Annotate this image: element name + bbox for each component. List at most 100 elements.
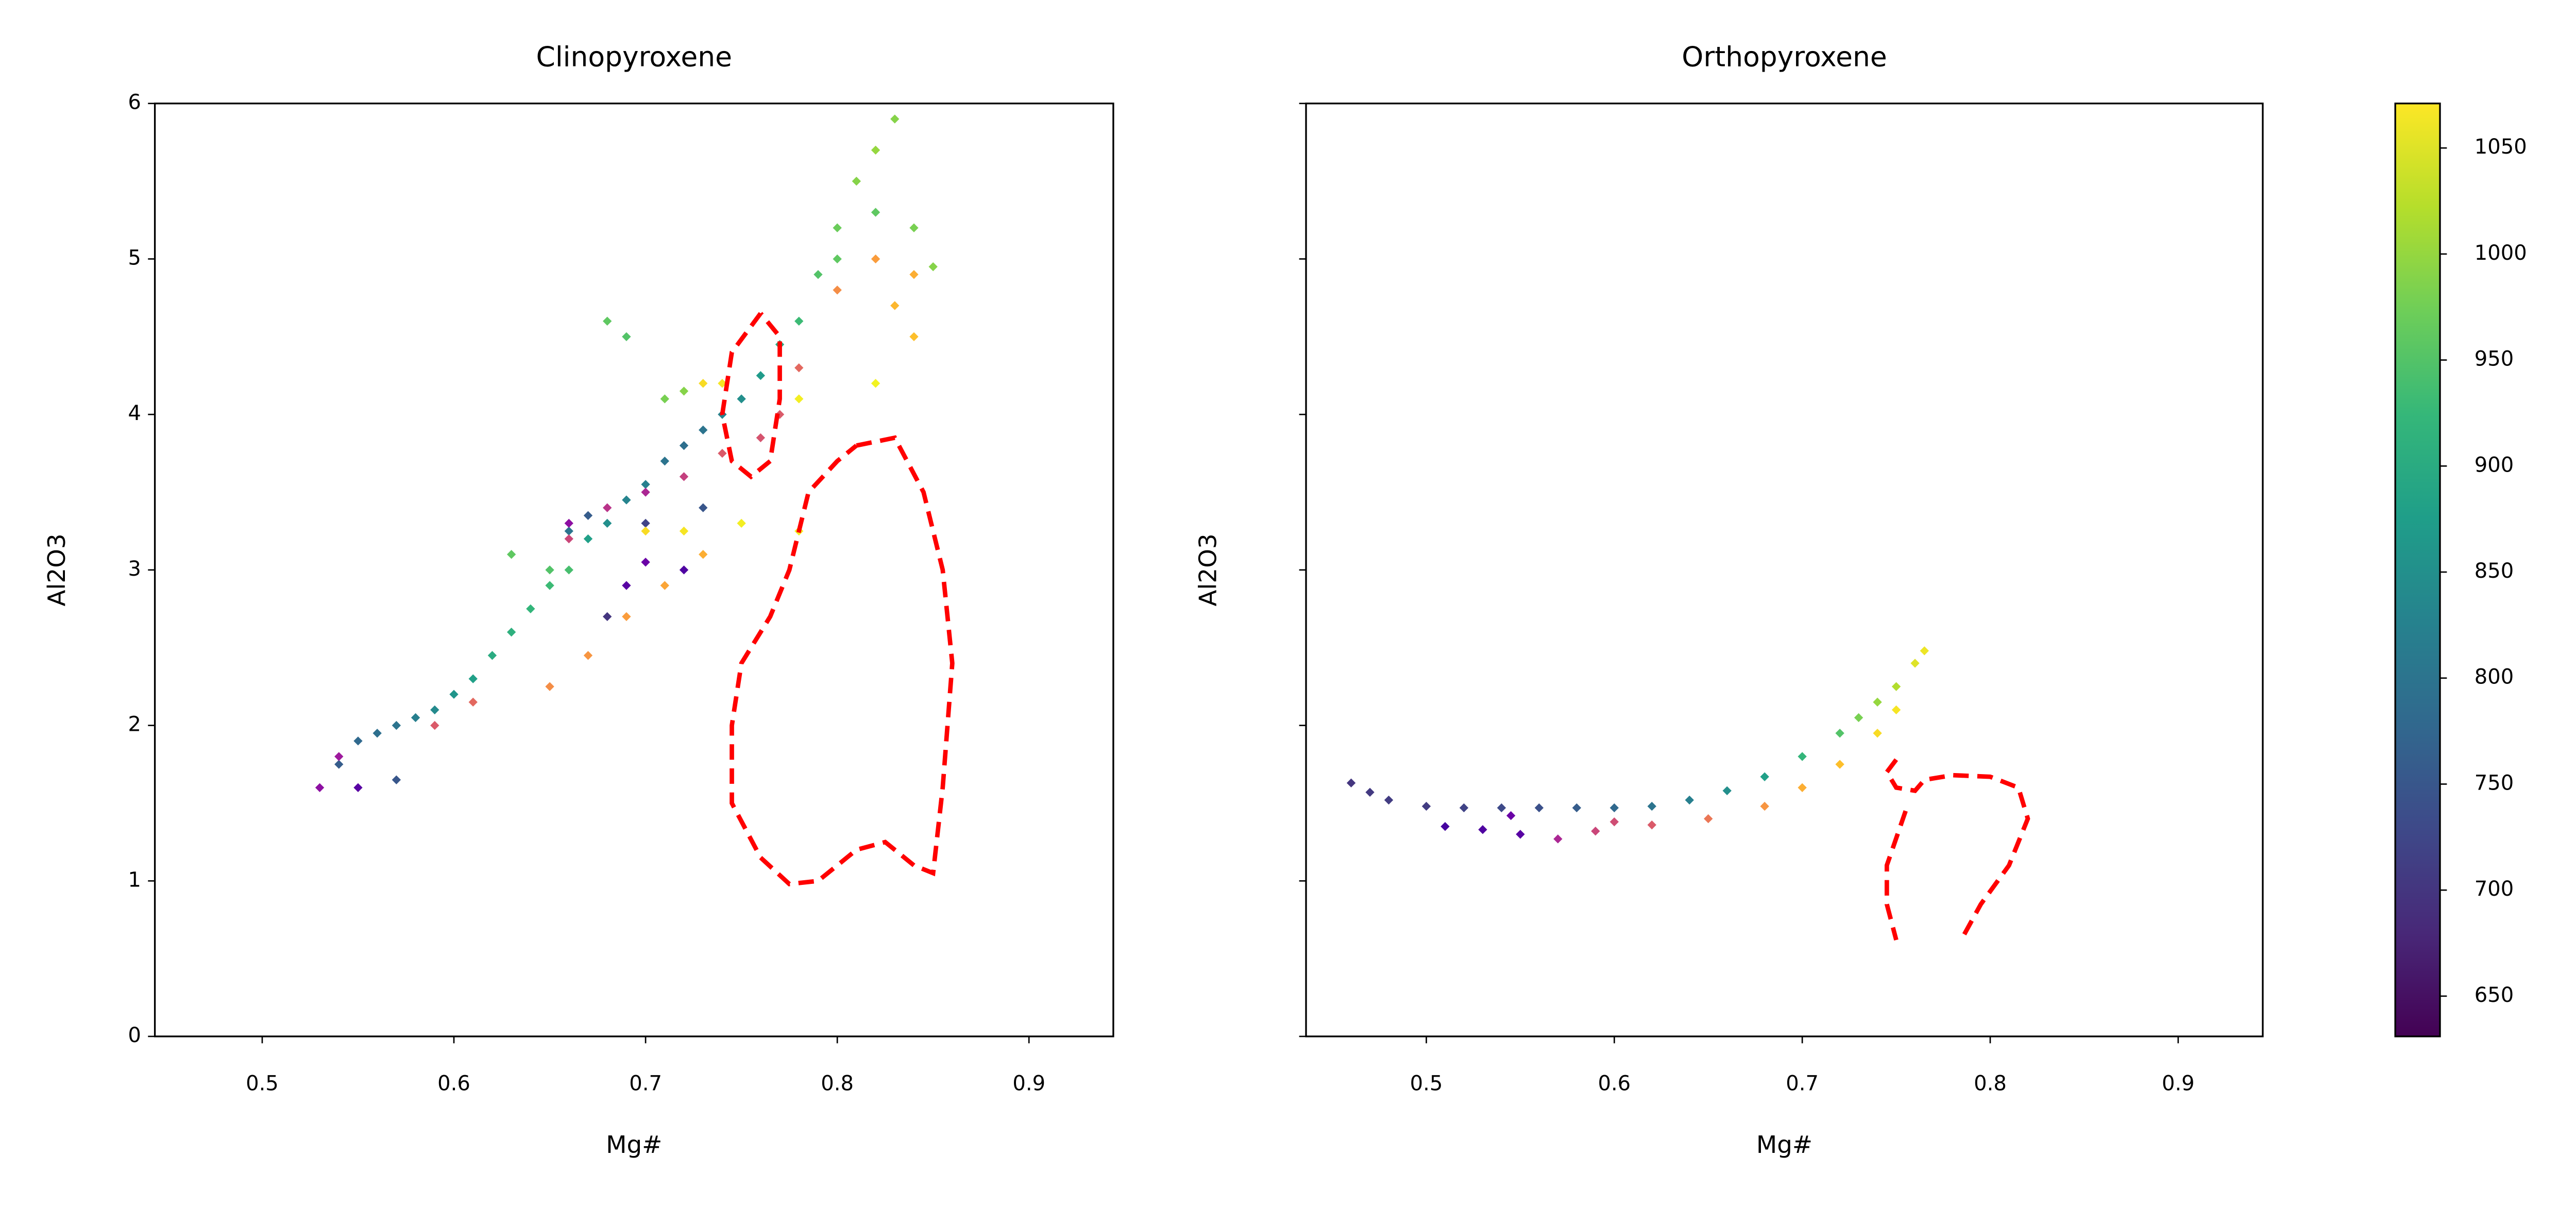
data-point: [737, 394, 746, 404]
data-point: [564, 534, 573, 544]
colorbar-tick-label: 950: [2475, 347, 2514, 371]
data-point: [334, 752, 344, 761]
data-point: [852, 176, 861, 186]
data-point: [871, 208, 880, 217]
x-tick-label: 0.6: [437, 1072, 470, 1096]
colorbar-tick-label: 850: [2475, 559, 2514, 583]
data-point: [1516, 830, 1525, 839]
data-point: [372, 728, 382, 738]
data-point: [890, 301, 900, 310]
data-point: [794, 394, 804, 404]
data-point: [1873, 697, 1882, 707]
data-point: [1760, 801, 1769, 811]
plot-area: [315, 114, 955, 886]
field-outline: [730, 435, 955, 886]
data-point: [583, 511, 593, 520]
data-point: [545, 581, 554, 590]
colorbar-tick-label: 650: [2475, 983, 2514, 1007]
data-point: [928, 262, 938, 272]
data-point: [679, 387, 689, 396]
x-tick-label: 0.8: [1974, 1072, 2007, 1096]
data-point: [641, 558, 650, 567]
data-point: [775, 410, 785, 419]
data-point: [641, 488, 650, 497]
data-point: [1384, 795, 1394, 805]
data-point: [756, 433, 766, 443]
data-point: [1891, 682, 1901, 691]
y-axis-label: Al2O3: [43, 533, 71, 606]
data-point: [871, 145, 880, 155]
x-tick-label: 0.5: [1410, 1072, 1443, 1096]
data-point: [411, 713, 420, 723]
data-point: [1647, 820, 1656, 830]
data-point: [334, 760, 344, 769]
data-point: [545, 565, 554, 575]
data-point: [871, 379, 880, 388]
y-tick-label: 0: [128, 1024, 141, 1047]
data-point: [1760, 772, 1769, 781]
colorbar-tick-label: 1000: [2475, 241, 2527, 265]
data-point: [641, 518, 650, 528]
data-point: [833, 223, 842, 232]
data-point: [1421, 801, 1431, 811]
data-point: [564, 518, 573, 528]
plot-frame: [154, 103, 1114, 1037]
field-outline: [1884, 758, 2030, 940]
panel-title: Orthopyroxene: [1682, 41, 1887, 73]
x-tick-label: 0.7: [1786, 1072, 1819, 1096]
x-tick-label: 0.9: [1012, 1072, 1045, 1096]
data-point: [1591, 827, 1600, 836]
data-point: [641, 480, 650, 489]
data-point: [909, 223, 919, 232]
data-point: [1506, 811, 1516, 820]
data-point: [794, 316, 804, 326]
data-point: [622, 581, 631, 590]
data-point: [699, 379, 708, 388]
y-tick-label: 1: [128, 868, 141, 892]
data-point: [1891, 705, 1901, 715]
data-point: [1685, 795, 1694, 805]
data-point: [1835, 760, 1844, 769]
x-tick-label: 0.5: [246, 1072, 279, 1096]
data-point: [506, 550, 516, 559]
data-point: [737, 518, 746, 528]
y-tick-label: 6: [128, 91, 141, 114]
panel-title: Clinopyroxene: [536, 41, 732, 73]
data-point: [1722, 786, 1732, 795]
data-point: [1647, 801, 1656, 811]
colorbar-tick-label: 900: [2475, 453, 2514, 477]
data-point: [564, 565, 573, 575]
data-point: [1609, 817, 1619, 827]
data-point: [833, 254, 842, 264]
data-point: [583, 651, 593, 660]
data-point: [660, 394, 669, 404]
data-point: [1497, 803, 1506, 813]
data-point: [392, 775, 401, 784]
data-point: [487, 651, 497, 660]
data-point: [1873, 728, 1882, 738]
data-point: [622, 332, 631, 341]
data-point: [871, 254, 880, 264]
data-point: [814, 270, 823, 279]
data-point: [1440, 822, 1450, 831]
data-point: [622, 495, 631, 505]
data-point: [353, 783, 363, 792]
data-point: [641, 526, 650, 536]
y-axis-label: Al2O3: [1194, 533, 1222, 606]
data-point: [756, 371, 766, 380]
data-point: [602, 518, 612, 528]
data-point: [833, 286, 842, 295]
data-point: [353, 736, 363, 746]
field-outline: [1884, 810, 1908, 941]
x-axis-label: Mg#: [1756, 1131, 1812, 1159]
data-point: [1920, 646, 1929, 656]
data-point: [602, 612, 612, 622]
data-point: [699, 503, 708, 512]
data-point: [699, 550, 708, 559]
y-tick-label: 2: [128, 713, 141, 736]
plot-area: [1346, 646, 2030, 941]
x-tick-label: 0.7: [629, 1072, 662, 1096]
y-tick-label: 5: [128, 246, 141, 270]
data-point: [315, 783, 325, 792]
